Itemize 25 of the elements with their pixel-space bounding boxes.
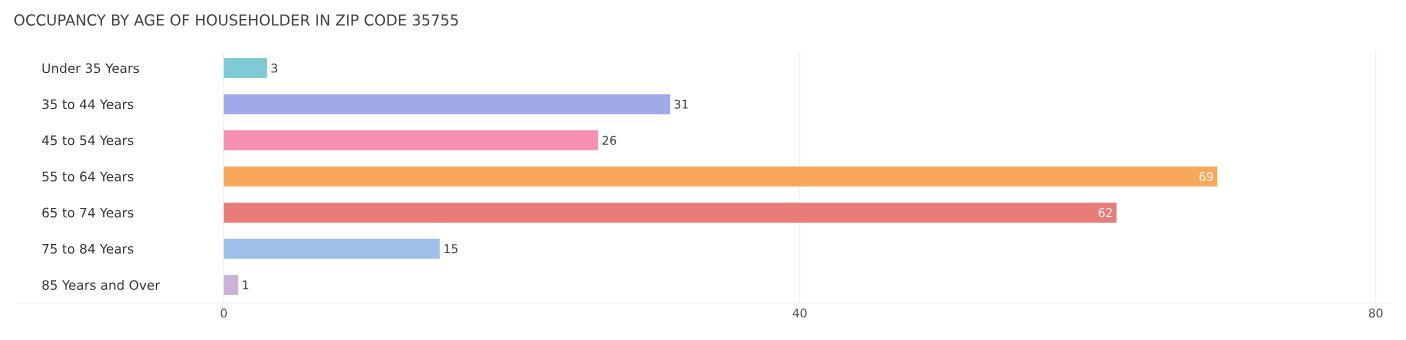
bar xyxy=(223,202,1117,223)
data-label: 26 xyxy=(602,135,617,145)
bar xyxy=(223,94,671,115)
data-label: 15 xyxy=(444,244,458,254)
chart-title: OCCUPANCY BY AGE OF HOUSEHOLDER IN ZIP CODE 35755 xyxy=(14,14,458,26)
y-tick-label: Under 35 Years xyxy=(42,63,139,74)
x-tick-label: 40 xyxy=(792,308,807,318)
bar xyxy=(223,130,599,151)
bar xyxy=(223,238,440,259)
y-tick-label: 85 Years and Over xyxy=(42,279,160,290)
y-tick-label: 35 to 44 Years xyxy=(42,99,134,110)
y-tick-label: 55 to 64 Years xyxy=(42,171,134,182)
data-label: 31 xyxy=(674,99,688,109)
data-label: 62 xyxy=(1098,208,1112,218)
data-label: 69 xyxy=(1199,171,1213,182)
y-tick-label: 75 to 84 Years xyxy=(42,243,134,254)
bar xyxy=(223,166,1218,187)
y-tick-label: 65 to 74 Years xyxy=(42,207,134,218)
y-tick-label: 45 to 54 Years xyxy=(42,135,134,146)
bar xyxy=(223,58,267,79)
data-label: 1 xyxy=(243,280,249,290)
x-tick-label: 0 xyxy=(220,308,227,318)
x-tick-label: 80 xyxy=(1368,308,1383,318)
bar xyxy=(223,274,239,295)
data-label: 3 xyxy=(271,63,278,73)
